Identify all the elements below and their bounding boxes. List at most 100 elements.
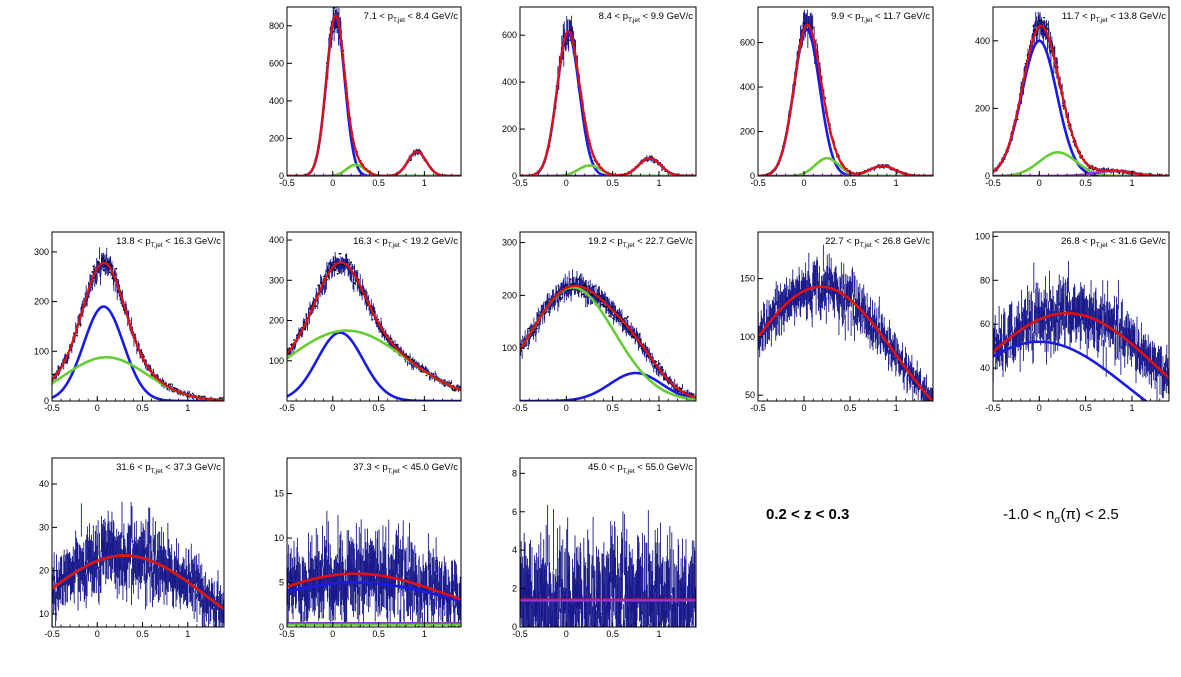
panel-frame: [519, 457, 697, 628]
x-tick-label: 1: [185, 629, 190, 639]
y-tick-label: 200: [269, 316, 284, 326]
panel-frame: [757, 231, 934, 402]
y-tick-label: 600: [269, 58, 284, 68]
x-tick-label: -0.5: [985, 178, 1001, 188]
x-tick-label: 0: [802, 178, 807, 188]
fit-total-curve: [287, 13, 461, 176]
y-tick-label: 0: [512, 622, 517, 632]
y-tick-label: 100: [269, 356, 284, 366]
x-tick-label: -0.5: [512, 629, 528, 639]
x-tick-label: 0.5: [1079, 178, 1092, 188]
y-tick-label: 400: [269, 96, 284, 106]
panel-title: 45.0 < pT,jet < 55.0 GeV/c: [588, 462, 693, 475]
panel-title: 11.7 < pT,jet < 13.8 GeV/c: [1062, 11, 1166, 24]
panel-title: 9.9 < pT,jet < 11.7 GeV/c: [831, 11, 930, 24]
panel-frame: [992, 6, 1170, 177]
y-tick-label: 400: [740, 82, 755, 92]
plot-area: [758, 9, 933, 176]
plot-area: [52, 247, 224, 401]
plot-area: [993, 11, 1169, 176]
panel-title: 19.2 < pT,jet < 22.7 GeV/c: [588, 236, 693, 249]
x-tick-label: 0.5: [372, 178, 385, 188]
x-tick-label: 0.5: [844, 178, 857, 188]
x-tick-label: 0: [802, 403, 807, 413]
y-tick-label: 300: [34, 247, 49, 257]
x-tick-label: -0.5: [512, 403, 528, 413]
fit-pion-curve: [993, 340, 1148, 401]
x-tick-label: 0: [564, 178, 569, 188]
x-tick-label: 0.5: [372, 629, 385, 639]
panel-9: -0.5 0 0.5 1 40 60 80 100 26.8 < pT,jet < 31.6 G…: [975, 231, 1170, 413]
panel-frame: [519, 231, 697, 402]
y-tick-label: 0: [44, 396, 49, 406]
y-tick-label: 200: [740, 127, 755, 137]
x-tick-label: 1: [656, 629, 661, 639]
x-tick-label: 0.5: [136, 403, 149, 413]
panel-title: 16.3 < pT,jet < 19.2 GeV/c: [353, 236, 458, 249]
panel-frame: [51, 457, 225, 628]
y-tick-label: 0: [750, 171, 755, 181]
fit-total-curve: [758, 285, 933, 401]
panel-frame: [992, 231, 1170, 402]
x-tick-label: -0.5: [44, 403, 60, 413]
y-tick-label: 100: [975, 231, 990, 241]
fit-pion-curve: [287, 14, 461, 176]
y-tick-label: 400: [269, 235, 284, 245]
x-tick-label: 1: [894, 403, 899, 413]
panel-title: 22.7 < pT,jet < 26.8 GeV/c: [825, 236, 930, 249]
nsigma-label-post: (π) < 2.5: [1060, 506, 1119, 523]
x-tick-label: 1: [1129, 403, 1134, 413]
y-tick-label: 800: [269, 21, 284, 31]
panel-title: 26.8 < pT,jet < 31.6 GeV/c: [1061, 236, 1166, 249]
panel-title: 31.6 < pT,jet < 37.3 GeV/c: [116, 462, 221, 475]
fit-total-curve: [520, 29, 696, 176]
x-tick-label: -0.5: [279, 629, 295, 639]
x-tick-label: 1: [1129, 178, 1134, 188]
panel-7: -0.5 0 0.5 1 100 200 300 19.2 < pT,jet < 22.7 G…: [502, 231, 697, 413]
fit-total-curve: [287, 261, 461, 391]
y-tick-label: 4: [512, 545, 517, 555]
x-tick-label: -0.5: [279, 403, 295, 413]
y-tick-label: 600: [740, 38, 755, 48]
panel-title: 13.8 < pT,jet < 16.3 GeV/c: [116, 236, 221, 249]
y-tick-label: 20: [39, 566, 49, 576]
x-tick-label: 0: [1037, 403, 1042, 413]
x-tick-label: 0.5: [136, 629, 149, 639]
nsigma-label-sub: σ: [1054, 515, 1061, 526]
x-tick-label: 1: [656, 178, 661, 188]
y-tick-label: 6: [512, 507, 517, 517]
y-tick-label: 100: [502, 343, 517, 353]
x-tick-label: 0.5: [372, 403, 385, 413]
plot-area: [520, 504, 696, 627]
y-tick-label: 600: [502, 30, 517, 40]
y-tick-label: 0: [279, 171, 284, 181]
x-tick-label: 0: [330, 178, 335, 188]
x-tick-label: -0.5: [750, 178, 766, 188]
panel-frame: [286, 6, 462, 177]
fit-pion-curve: [52, 305, 224, 401]
x-tick-label: 1: [185, 403, 190, 413]
x-tick-label: 0.5: [606, 403, 619, 413]
fit-kaon-curve: [993, 151, 1169, 176]
panel-frame: [286, 457, 462, 628]
plot-area: [287, 251, 461, 401]
y-tick-label: 300: [502, 238, 517, 248]
plot-area: [520, 269, 696, 401]
plot-area: [287, 7, 461, 176]
x-tick-label: 1: [656, 403, 661, 413]
fit-total-curve: [758, 23, 933, 176]
y-tick-label: 100: [34, 346, 49, 356]
panel-frame: [286, 231, 462, 402]
data-points: [287, 7, 461, 176]
data-histogram: [758, 9, 933, 176]
x-tick-label: 0: [564, 403, 569, 413]
x-tick-label: 0: [564, 629, 569, 639]
y-tick-label: 200: [269, 133, 284, 143]
data-points: [758, 22, 933, 176]
